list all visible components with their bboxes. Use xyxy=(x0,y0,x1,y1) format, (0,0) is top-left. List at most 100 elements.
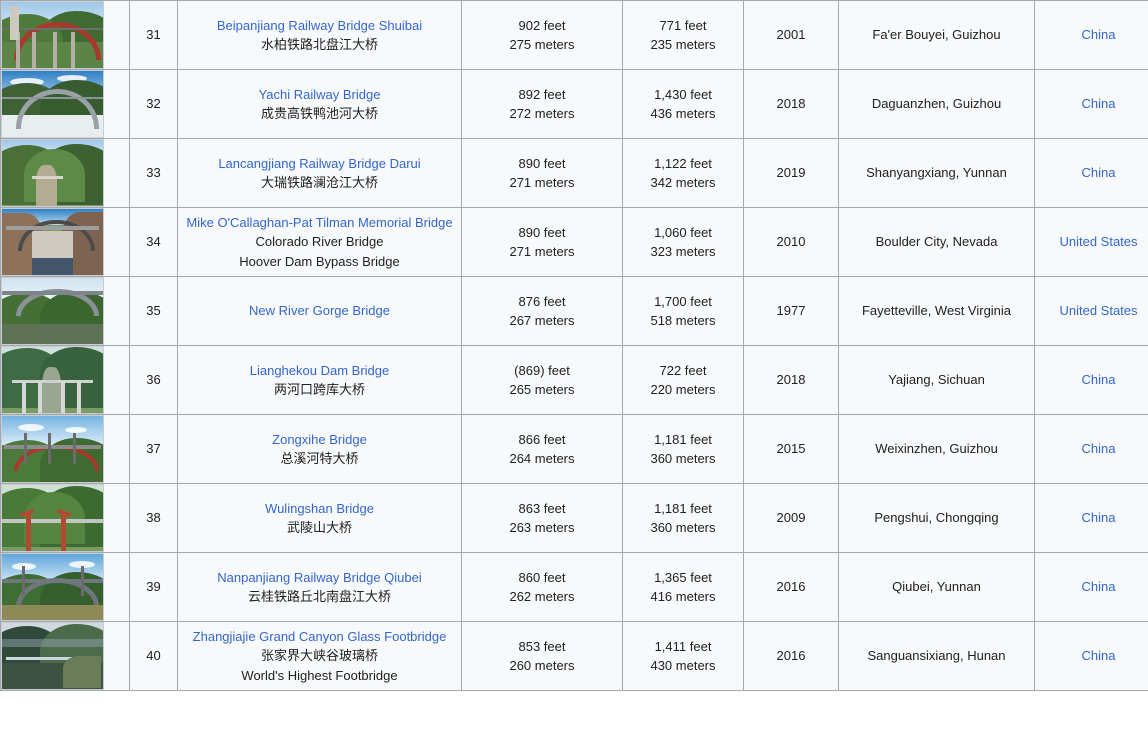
country-link[interactable]: China xyxy=(1081,96,1116,112)
mike-ocallaghan-pat-tilman-memorial-bridge-thumbnail[interactable] xyxy=(1,208,104,276)
height-meters: 267 meters xyxy=(509,313,575,328)
span-cell: 1,700 feet 518 meters xyxy=(622,276,744,346)
bridge-name-native: 大瑞铁路澜沧江大桥 xyxy=(260,175,378,190)
bridge-name-link[interactable]: Zhangjiajie Grand Canyon Glass Footbridg… xyxy=(192,628,447,644)
table-row: 39 Nanpanjiang Railway Bridge Qiubei 云桂铁路丘… xyxy=(0,552,1148,622)
country-link[interactable]: China xyxy=(1081,372,1116,388)
span-meters: 323 meters xyxy=(650,244,716,259)
country-cell: China xyxy=(1034,414,1148,484)
bridge-image-cell xyxy=(0,0,130,70)
table-row: 38 Wulingshan Bridge 武陵山大桥 863 feet 263 mete… xyxy=(0,483,1148,553)
country-link[interactable]: China xyxy=(1081,27,1116,43)
bridge-name-link[interactable]: Lancangjiang Railway Bridge Darui xyxy=(218,155,421,171)
bridge-name-cell: Mike O'Callaghan-Pat Tilman Memorial Bri… xyxy=(177,207,462,277)
country-link[interactable]: United States xyxy=(1059,234,1138,250)
lianghekou-dam-bridge-thumbnail[interactable] xyxy=(1,346,104,414)
bridge-image-cell xyxy=(0,276,130,346)
span-meters: 360 meters xyxy=(650,520,716,535)
bridge-name-native: 云桂铁路丘北南盘江大桥 xyxy=(247,589,391,604)
height-cell: 876 feet 267 meters xyxy=(461,276,623,346)
height-cell: 902 feet 275 meters xyxy=(461,0,623,70)
bridge-name-link[interactable]: Beipanjiang Railway Bridge Shuibai xyxy=(216,17,423,33)
year-cell: 2018 xyxy=(743,345,839,415)
height-cell: 890 feet 271 meters xyxy=(461,138,623,208)
country-cell: United States xyxy=(1034,207,1148,277)
height-meters: 263 meters xyxy=(509,520,575,535)
span-cell: 1,430 feet 436 meters xyxy=(622,69,744,139)
table-row: 40 Zhangjiajie Grand Canyon Glass Footbri… xyxy=(0,621,1148,691)
country-link[interactable]: China xyxy=(1081,441,1116,457)
bridge-name-cell: Lianghekou Dam Bridge 两河口跨库大桥 xyxy=(177,345,462,415)
bridge-name-native: 武陵山大桥 xyxy=(286,520,352,535)
span-meters: 518 meters xyxy=(650,313,716,328)
height-cell: 853 feet 260 meters xyxy=(461,621,623,691)
span-cell: 1,181 feet 360 meters xyxy=(622,483,744,553)
country-link[interactable]: China xyxy=(1081,165,1116,181)
country-cell: China xyxy=(1034,0,1148,70)
country-cell: China xyxy=(1034,552,1148,622)
span-feet: 1,060 feet xyxy=(654,224,712,240)
height-cell: 863 feet 263 meters xyxy=(461,483,623,553)
height-meters: 272 meters xyxy=(509,106,575,121)
year-cell: 2019 xyxy=(743,138,839,208)
height-meters: 271 meters xyxy=(509,175,575,190)
bridge-name-cell: Beipanjiang Railway Bridge Shuibai 水柏铁路北盘… xyxy=(177,0,462,70)
country-link[interactable]: China xyxy=(1081,510,1116,526)
bridge-name-alt: World's Highest Footbridge xyxy=(241,667,398,683)
table-row: 32 Yachi Railway Bridge 成贵高铁鸭池河大桥 892 feet 2… xyxy=(0,69,1148,139)
bridge-name-link[interactable]: Lianghekou Dam Bridge xyxy=(249,362,390,378)
rank-cell: 33 xyxy=(129,138,178,208)
bridge-name-cell: Wulingshan Bridge 武陵山大桥 xyxy=(177,483,462,553)
span-meters: 220 meters xyxy=(650,382,716,397)
year-cell: 2018 xyxy=(743,69,839,139)
bridge-name-link[interactable]: Wulingshan Bridge xyxy=(265,500,374,516)
bridge-name-link[interactable]: Nanpanjiang Railway Bridge Qiubei xyxy=(217,569,422,585)
bridge-name-native: 总溪河特大桥 xyxy=(280,451,359,466)
bridge-name-link[interactable]: Mike O'Callaghan-Pat Tilman Memorial Bri… xyxy=(186,214,453,230)
height-feet: 853 feet xyxy=(518,638,566,654)
location-cell: Sanguansixiang, Hunan xyxy=(838,621,1035,691)
bridge-name-link[interactable]: New River Gorge Bridge xyxy=(249,303,390,319)
wulingshan-bridge-thumbnail[interactable] xyxy=(1,484,104,552)
zhangjiajie-grand-canyon-glass-footbridge-thumbnail[interactable] xyxy=(1,622,104,690)
new-river-gorge-bridge-thumbnail[interactable] xyxy=(1,277,104,345)
beipanjiang-railway-bridge-shuibai-thumbnail[interactable] xyxy=(1,1,104,69)
bridge-name-alt-2: Hoover Dam Bypass Bridge xyxy=(239,253,400,269)
height-feet: 902 feet xyxy=(518,17,566,33)
country-link[interactable]: China xyxy=(1081,579,1116,595)
location-cell: Qiubei, Yunnan xyxy=(838,552,1035,622)
rank-cell: 39 xyxy=(129,552,178,622)
country-link[interactable]: United States xyxy=(1059,303,1138,319)
location-cell: Shanyangxiang, Yunnan xyxy=(838,138,1035,208)
height-meters: 264 meters xyxy=(509,451,575,466)
height-feet: 876 feet xyxy=(518,293,566,309)
yachi-railway-bridge-thumbnail[interactable] xyxy=(1,70,104,138)
height-meters: 275 meters xyxy=(509,37,575,52)
year-cell: 2015 xyxy=(743,414,839,484)
span-feet: 1,411 feet xyxy=(654,638,712,654)
height-feet: 890 feet xyxy=(518,155,566,171)
lancangjiang-railway-bridge-darui-thumbnail[interactable] xyxy=(1,139,104,207)
bridge-image-cell xyxy=(0,414,130,484)
rank-cell: 31 xyxy=(129,0,178,70)
span-cell: 1,060 feet 323 meters xyxy=(622,207,744,277)
location-cell: Pengshui, Chongqing xyxy=(838,483,1035,553)
height-meters: 262 meters xyxy=(509,589,575,604)
span-cell: 1,122 feet 342 meters xyxy=(622,138,744,208)
zongxihe-bridge-thumbnail[interactable] xyxy=(1,415,104,483)
span-cell: 1,365 feet 416 meters xyxy=(622,552,744,622)
country-link[interactable]: China xyxy=(1081,648,1116,664)
year-cell: 2016 xyxy=(743,621,839,691)
rank-cell: 34 xyxy=(129,207,178,277)
country-cell: China xyxy=(1034,138,1148,208)
height-cell: 860 feet 262 meters xyxy=(461,552,623,622)
nanpanjiang-railway-bridge-qiubei-thumbnail[interactable] xyxy=(1,553,104,621)
table-row: 31 Beipanjiang Railway Bridge Shuibai 水柏铁路… xyxy=(0,0,1148,70)
height-cell: 890 feet 271 meters xyxy=(461,207,623,277)
span-meters: 235 meters xyxy=(650,37,716,52)
bridge-name-link[interactable]: Zongxihe Bridge xyxy=(272,431,367,447)
bridge-name-link[interactable]: Yachi Railway Bridge xyxy=(258,86,381,102)
year-cell: 2009 xyxy=(743,483,839,553)
span-feet: 1,700 feet xyxy=(654,293,712,309)
bridge-name-cell: Zhangjiajie Grand Canyon Glass Footbridg… xyxy=(177,621,462,691)
